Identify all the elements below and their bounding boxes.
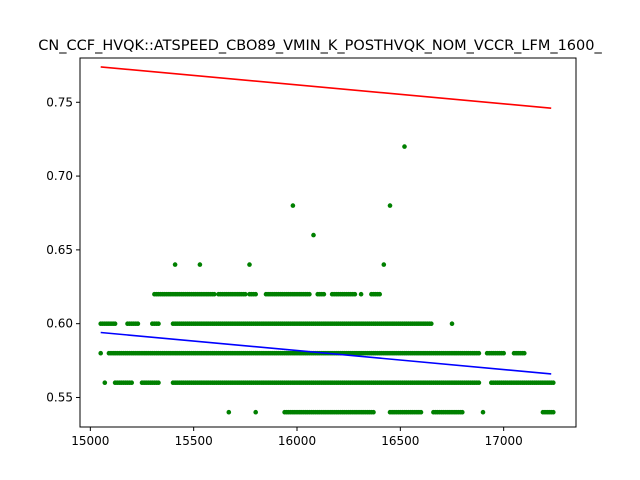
- scatter-point: [460, 409, 465, 415]
- y-tick-label: 0.60: [46, 317, 73, 331]
- scatter-point: [522, 350, 527, 356]
- scatter-point: [197, 262, 203, 267]
- scatter-point: [156, 321, 161, 327]
- scatter-point: [476, 350, 482, 356]
- y-axis: 0.55 0.60 0.65 0.70 0.75: [46, 95, 80, 404]
- scatter-point: [290, 203, 296, 208]
- y-tick-label: 0.75: [46, 95, 73, 109]
- scatter-point: [212, 291, 217, 297]
- scatter-point: [377, 291, 383, 297]
- scatter-point: [387, 203, 393, 208]
- scatter-point: [156, 380, 161, 386]
- scatter-point: [247, 262, 252, 267]
- scatter-point: [418, 409, 424, 415]
- scatter-point: [402, 144, 407, 149]
- scatter-point: [135, 321, 141, 327]
- scatter-point: [551, 380, 556, 386]
- scatter-point: [381, 262, 387, 267]
- lower-fit-line: [100, 331, 552, 375]
- scatter-point: [480, 409, 486, 415]
- scatter-point: [98, 350, 103, 356]
- scatter-point: [352, 291, 358, 297]
- scatter-point: [429, 321, 434, 327]
- scatter-point: [129, 380, 134, 386]
- chart-title: CN_CCF_HVQK::ATSPEED_CBO89_VMIN_K_POSTHV…: [38, 38, 602, 54]
- scatter-point: [476, 380, 482, 386]
- scatter-point: [172, 262, 178, 267]
- scatter-point: [358, 291, 364, 297]
- y-tick-label: 0.70: [46, 169, 73, 183]
- plot-frame: [79, 57, 577, 428]
- scatter-point: [307, 291, 312, 297]
- scatter-point: [226, 409, 232, 415]
- scatter-point: [102, 380, 108, 386]
- x-tick-label: 15000: [71, 434, 109, 448]
- x-axis: 15000 15500 16000 16500 17000: [71, 427, 523, 448]
- scatter-point: [321, 291, 327, 297]
- scatter-point: [551, 409, 556, 415]
- x-tick-label: 17000: [485, 434, 523, 448]
- scatter-point: [311, 232, 316, 238]
- scatter-point: [112, 321, 118, 327]
- x-tick-label: 15500: [175, 434, 213, 448]
- y-tick-label: 0.65: [46, 243, 73, 257]
- x-tick-label: 16500: [381, 434, 419, 448]
- scatter-point: [253, 291, 258, 297]
- x-tick-label: 16000: [278, 434, 316, 448]
- scatter-point: [243, 291, 248, 297]
- scatter-point: [449, 321, 455, 327]
- scatter-point: [501, 350, 507, 356]
- upper-limit-line: [100, 66, 552, 109]
- scatter-point: [371, 409, 376, 415]
- scatter-point: [253, 409, 258, 415]
- y-tick-label: 0.55: [46, 390, 73, 404]
